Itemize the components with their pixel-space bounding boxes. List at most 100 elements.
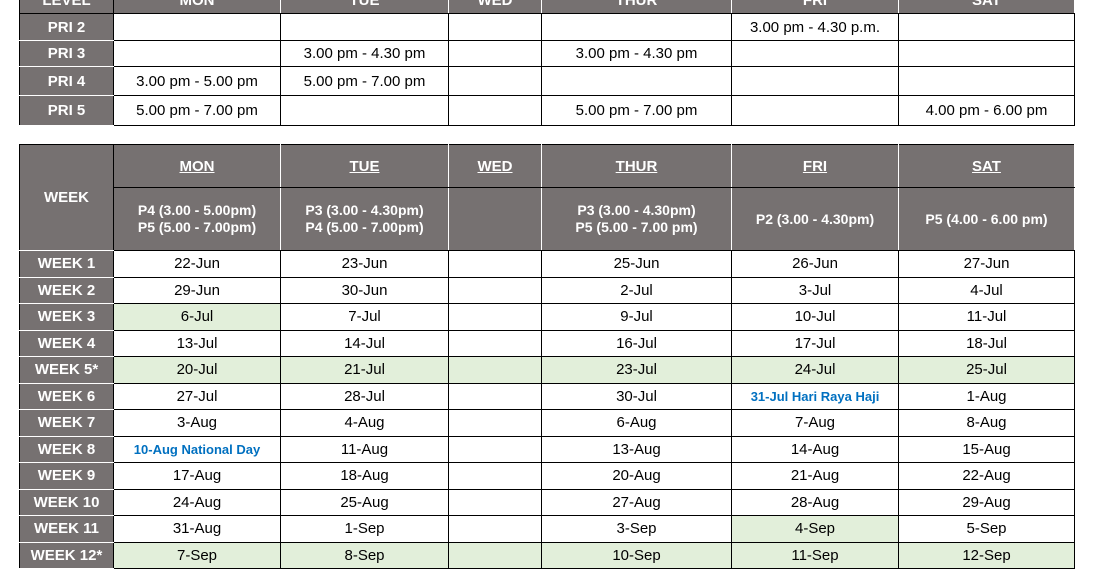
time-slot-cell [898, 40, 1075, 67]
week-label: WEEK 4 [19, 329, 114, 357]
date-cell: 14-Aug [731, 435, 899, 463]
time-slot-cell [280, 95, 449, 126]
date-cell: 10-Sep [541, 541, 732, 569]
level-header-tue: TUE [280, 0, 449, 14]
date-cell: 21-Jul [280, 356, 449, 384]
time-slot-cell: 3.00 pm - 5.00 pm [113, 66, 281, 96]
time-slot-cell [898, 66, 1075, 96]
week-row: WEEK 2 29-Jun 30-Jun 2-Jul 3-Jul 4-Jul [19, 276, 1075, 304]
date-cell [448, 515, 542, 543]
date-cell [448, 462, 542, 490]
level-label: PRI 3 [19, 40, 114, 67]
time-slot-cell [448, 13, 542, 41]
date-cell [448, 541, 542, 569]
date-cell [448, 435, 542, 463]
day-header-fri: FRI [731, 144, 899, 188]
date-cell: 3-Sep [541, 515, 732, 543]
day-header-thur: THUR [541, 144, 732, 188]
date-cell: 27-Aug [541, 488, 732, 516]
time-slot-cell: 3.00 pm - 4.30 pm [280, 40, 449, 67]
level-schedule-table: LEVEL MON TUE WED THUR FRI SAT PRI 2 3.00 pm - … [19, 0, 1075, 126]
slot-line: P5 (4.00 - 6.00 pm) [925, 210, 1048, 227]
date-cell: 3-Aug [113, 409, 281, 437]
slot-line: P4 (5.00 - 7.00pm) [305, 219, 424, 235]
date-cell: 24-Aug [113, 488, 281, 516]
level-row: PRI 2 3.00 pm - 4.30 p.m. [19, 13, 1075, 41]
date-cell: 16-Jul [541, 329, 732, 357]
slot-header: P4 (3.00 - 5.00pm) P5 (5.00 - 7.00pm) [113, 187, 281, 251]
time-slot-cell [731, 95, 899, 126]
time-slot-cell: 5.00 pm - 7.00 pm [280, 66, 449, 96]
date-cell: 22-Aug [898, 462, 1075, 490]
date-cell [448, 356, 542, 384]
slot-line: P3 (3.00 - 4.30pm) [305, 202, 424, 218]
date-cell: 17-Aug [113, 462, 281, 490]
time-slot-cell [113, 13, 281, 41]
date-cell: 28-Aug [731, 488, 899, 516]
holiday-cell: 10-Aug National Day [113, 435, 281, 463]
slot-line: P5 (5.00 - 7.00pm) [137, 219, 257, 235]
time-slot-cell [541, 66, 732, 96]
week-label: WEEK 9 [19, 462, 114, 490]
date-cell: 7-Aug [731, 409, 899, 437]
level-header-wed: WED [448, 0, 542, 14]
level-label: PRI 5 [19, 95, 114, 126]
level-row: PRI 4 3.00 pm - 5.00 pm 5.00 pm - 7.00 pm [19, 66, 1075, 96]
date-cell: 25-Jun [541, 250, 732, 278]
date-cell [448, 250, 542, 278]
date-cell: 18-Aug [280, 462, 449, 490]
date-cell: 11-Aug [280, 435, 449, 463]
slot-line: P5 (5.00 - 7.00 pm) [575, 219, 698, 235]
date-cell: 6-Jul [113, 303, 281, 331]
time-slot-cell [541, 13, 732, 41]
date-cell: 31-Aug [113, 515, 281, 543]
time-slot-cell: 5.00 pm - 7.00 pm [541, 95, 732, 126]
date-cell: 11-Sep [731, 541, 899, 569]
date-cell: 2-Jul [541, 276, 732, 304]
time-slot-cell: 5.00 pm - 7.00 pm [113, 95, 281, 126]
date-cell: 17-Jul [731, 329, 899, 357]
date-cell: 26-Jun [731, 250, 899, 278]
date-cell: 6-Aug [541, 409, 732, 437]
slot-header: P2 (3.00 - 4.30pm) [731, 187, 899, 251]
date-cell: 30-Jun [280, 276, 449, 304]
date-cell: 27-Jul [113, 382, 281, 410]
week-row: WEEK 12* 7-Sep 8-Sep 10-Sep 11-Sep 12-Sep [19, 541, 1075, 569]
level-header-mon: MON [113, 0, 281, 14]
date-cell: 8-Sep [280, 541, 449, 569]
slot-header [448, 187, 542, 251]
date-cell: 28-Jul [280, 382, 449, 410]
level-row: PRI 3 3.00 pm - 4.30 pm 3.00 pm - 4.30 pm [19, 40, 1075, 67]
time-slot-cell [448, 66, 542, 96]
date-cell: 18-Jul [898, 329, 1075, 357]
holiday-cell: 31-Jul Hari Raya Haji [731, 382, 899, 410]
date-cell [448, 382, 542, 410]
date-cell: 30-Jul [541, 382, 732, 410]
date-cell: 8-Aug [898, 409, 1075, 437]
date-cell: 29-Aug [898, 488, 1075, 516]
level-header-thur: THUR [541, 0, 732, 14]
time-slot-cell [731, 40, 899, 67]
time-slot-cell: 4.00 pm - 6.00 pm [898, 95, 1075, 126]
day-label: TUE [349, 157, 380, 175]
week-row: WEEK 4 13-Jul 14-Jul 16-Jul 17-Jul 18-Jul [19, 329, 1075, 357]
time-slot-cell [113, 40, 281, 67]
day-label: MON [179, 157, 215, 175]
slot-header: P3 (3.00 - 4.30pm) P4 (5.00 - 7.00pm) [280, 187, 449, 251]
date-cell: 15-Aug [898, 435, 1075, 463]
week-header: WEEK [19, 144, 114, 251]
date-cell: 5-Sep [898, 515, 1075, 543]
level-label: PRI 2 [19, 13, 114, 41]
weekly-schedule-table: WEEK MON TUE WED THUR FRI SAT P4 (3.00 - 5.00… [19, 144, 1075, 569]
day-header-wed: WED [448, 144, 542, 188]
week-label: WEEK 11 [19, 515, 114, 543]
level-header-level: LEVEL [19, 0, 114, 14]
week-row: WEEK 1 22-Jun 23-Jun 25-Jun 26-Jun 27-Jun [19, 250, 1075, 278]
date-cell: 11-Jul [898, 303, 1075, 331]
time-slot-cell [731, 66, 899, 96]
week-label: WEEK 3 [19, 303, 114, 331]
date-cell: 10-Jul [731, 303, 899, 331]
day-header-mon: MON [113, 144, 281, 188]
time-slot-cell: 3.00 pm - 4.30 p.m. [731, 13, 899, 41]
day-label: SAT [972, 157, 1001, 175]
